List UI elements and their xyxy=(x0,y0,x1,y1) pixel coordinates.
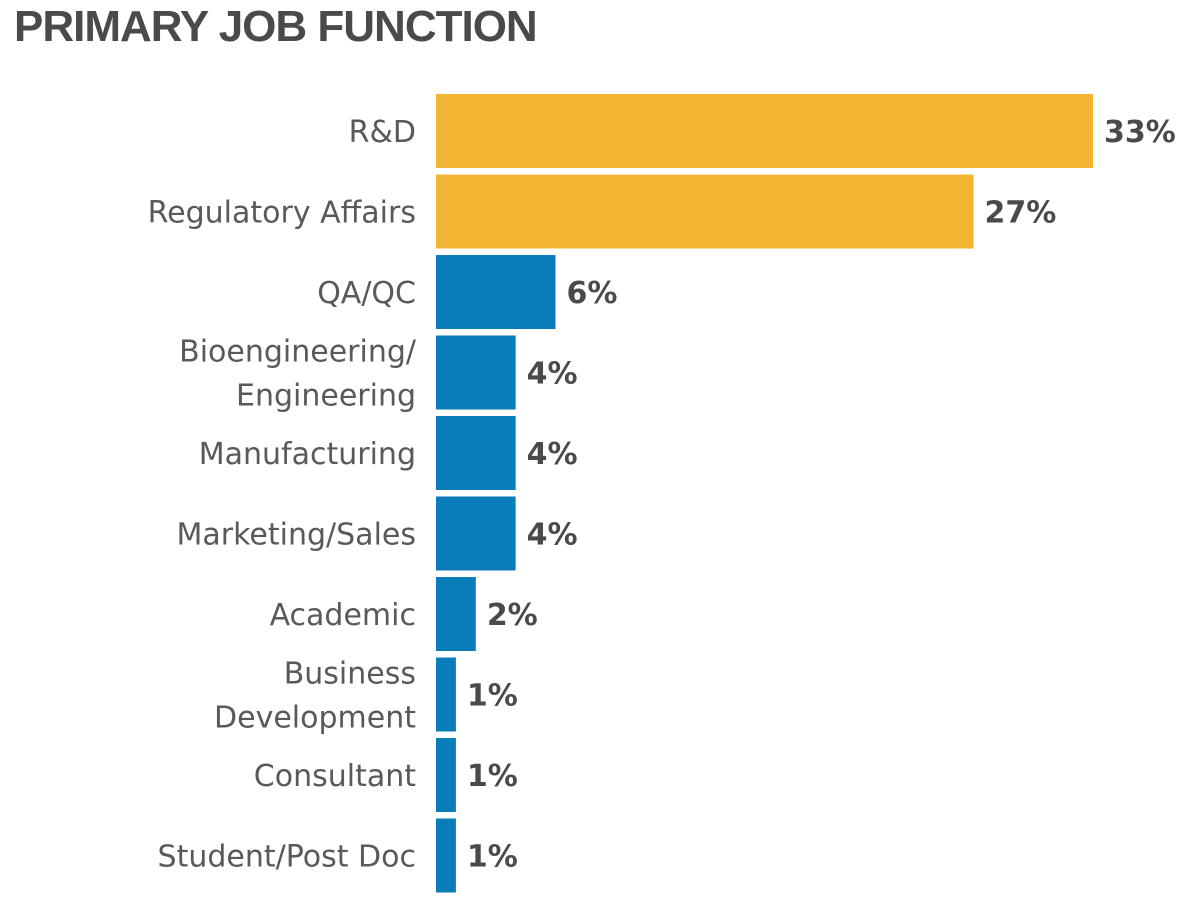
value-label-2: 6% xyxy=(566,276,617,311)
value-label-9: 1% xyxy=(467,840,518,875)
category-label-3: Bioengineering/Engineering xyxy=(179,335,417,414)
bar-2 xyxy=(436,255,556,329)
value-label-6: 2% xyxy=(487,598,538,633)
bar-4 xyxy=(436,416,516,490)
category-label-5: Marketing/Sales xyxy=(177,518,416,553)
bar-1 xyxy=(436,174,974,249)
category-label-2: QA/QC xyxy=(317,276,416,311)
value-label-3: 4% xyxy=(527,357,578,392)
bar-8 xyxy=(436,738,456,812)
category-label-7: Business Development xyxy=(214,657,416,736)
value-label-5: 4% xyxy=(527,518,578,553)
category-label-6: Academic xyxy=(270,598,416,633)
category-label-0: R&D xyxy=(349,115,416,150)
bar-0 xyxy=(436,94,1093,168)
category-label-8: Consultant xyxy=(254,759,416,794)
bar-7 xyxy=(436,657,456,732)
bar-6 xyxy=(436,577,476,651)
value-label-4: 4% xyxy=(527,437,578,472)
bar-5 xyxy=(436,496,516,571)
value-label-0: 33% xyxy=(1104,115,1176,150)
category-label-1: Regulatory Affairs xyxy=(148,196,416,231)
value-label-7: 1% xyxy=(467,679,518,714)
bar-3 xyxy=(436,335,516,410)
value-label-8: 1% xyxy=(467,759,518,794)
category-label-4: Manufacturing xyxy=(199,437,416,472)
chart-title: PRIMARY JOB FUNCTION xyxy=(14,2,538,51)
category-label-9: Student/Post Doc xyxy=(158,840,416,875)
bar-9 xyxy=(436,818,456,893)
value-label-1: 27% xyxy=(985,196,1057,231)
